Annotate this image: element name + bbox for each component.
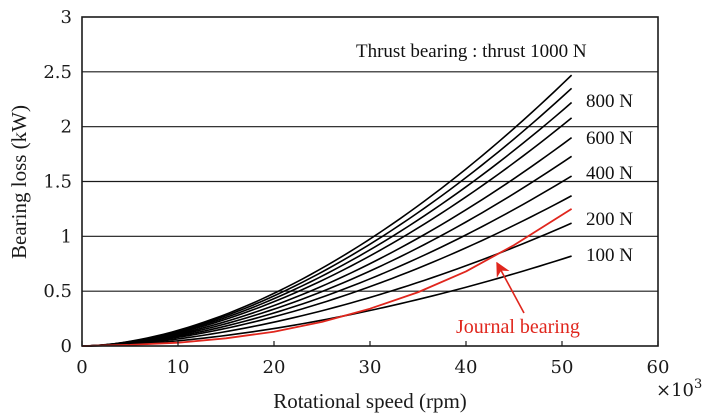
- y-tick-label: 3: [61, 7, 72, 28]
- axis-ticks: 00.511.522.530 10 20 30 40 50 60: [43, 7, 669, 378]
- thrust-series-line: [81, 195, 572, 347]
- journal-bearing-label: Journal bearing: [456, 316, 580, 338]
- x-tick-label: 0: [76, 357, 87, 378]
- journal-bearing-arrow: [496, 261, 525, 314]
- y-tick-label: 0: [61, 336, 72, 357]
- journal-bearing-line: [81, 208, 573, 347]
- x-tick-label: 50: [551, 357, 574, 378]
- thrust-series-line: [81, 117, 573, 347]
- x-tick-label: 20: [263, 357, 286, 378]
- y-tick-label: 1: [61, 226, 72, 247]
- thrust-series-line: [81, 136, 573, 347]
- series-label-600n: 600 N: [586, 128, 633, 149]
- x-tick-label: 30: [359, 357, 382, 378]
- y-tick-label: 1.5: [43, 172, 72, 193]
- y-tick-label: 2.5: [43, 62, 72, 83]
- thrust-series-line: [81, 155, 573, 347]
- series-label-200n: 200 N: [586, 209, 633, 230]
- thrust-series-line: [81, 222, 572, 347]
- x-tick-label: 40: [455, 357, 478, 378]
- x-tick-label: 60: [647, 357, 670, 378]
- x-tick-label: 10: [167, 357, 190, 378]
- x-axis-label: Rotational speed (rpm): [273, 389, 467, 413]
- y-axis-label: Bearing loss (kW): [7, 105, 31, 259]
- x-axis-multiplier: ×103: [656, 377, 702, 401]
- y-tick-label: 0.5: [43, 281, 72, 302]
- gridlines: [82, 71, 658, 292]
- series-labels: Thrust bearing : thrust 1000 N 800 N 600…: [356, 41, 633, 338]
- series-label-400n: 400 N: [586, 163, 633, 184]
- series-label-100n: 100 N: [586, 245, 633, 266]
- thrust-series-line: [81, 255, 572, 347]
- thrust-series-line: [81, 74, 573, 347]
- series-label-1000n: Thrust bearing : thrust 1000 N: [356, 41, 587, 62]
- series-label-800n: 800 N: [586, 91, 633, 112]
- y-tick-label: 2: [61, 117, 72, 138]
- thrust-series-line: [81, 175, 573, 347]
- series-lines: [81, 74, 573, 347]
